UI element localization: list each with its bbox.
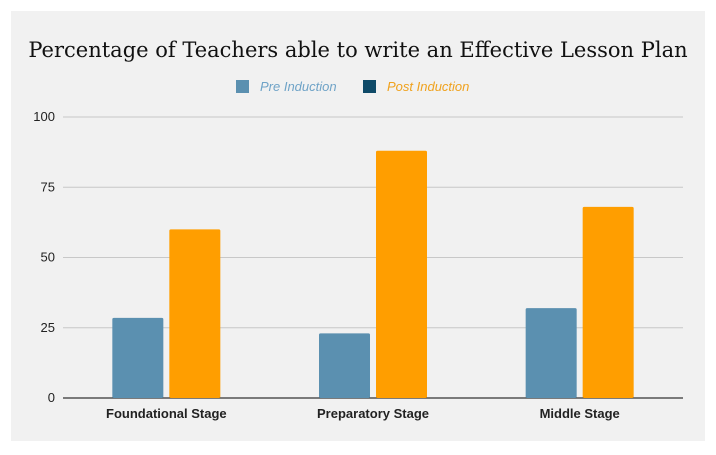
x-category-label: Middle Stage xyxy=(540,406,620,421)
legend-label-post-induction: Post Induction xyxy=(387,79,469,94)
chart-title: Percentage of Teachers able to write an … xyxy=(28,38,687,62)
bar-post-induction xyxy=(582,206,634,398)
bar-pre-induction xyxy=(112,317,164,398)
x-category-label: Foundational Stage xyxy=(106,406,227,421)
y-tick-label: 50 xyxy=(41,250,55,265)
y-tick-label: 25 xyxy=(41,320,55,335)
legend-swatch-post-induction xyxy=(363,80,376,93)
y-axis-ticks: 0 25 50 75 100 xyxy=(33,109,55,405)
gridlines xyxy=(63,116,683,399)
bar-pre-induction xyxy=(319,333,370,398)
y-tick-label: 75 xyxy=(41,179,55,194)
legend-swatch-pre-induction xyxy=(236,80,249,93)
chart-frame: Percentage of Teachers able to write an … xyxy=(11,11,705,441)
chart: Percentage of Teachers able to write an … xyxy=(28,38,687,421)
bar-post-induction xyxy=(169,229,221,398)
y-tick-label: 0 xyxy=(48,390,55,405)
x-category-label: Preparatory Stage xyxy=(317,406,429,421)
bar-post-induction xyxy=(376,150,427,398)
bar-pre-induction xyxy=(525,308,577,398)
x-axis-categories: Foundational Stage Preparatory Stage Middl… xyxy=(106,406,620,421)
legend-label-pre-induction: Pre Induction xyxy=(260,79,337,94)
y-tick-label: 100 xyxy=(33,109,55,124)
bars xyxy=(112,150,634,398)
legend: Pre Induction Post Induction xyxy=(236,79,469,94)
